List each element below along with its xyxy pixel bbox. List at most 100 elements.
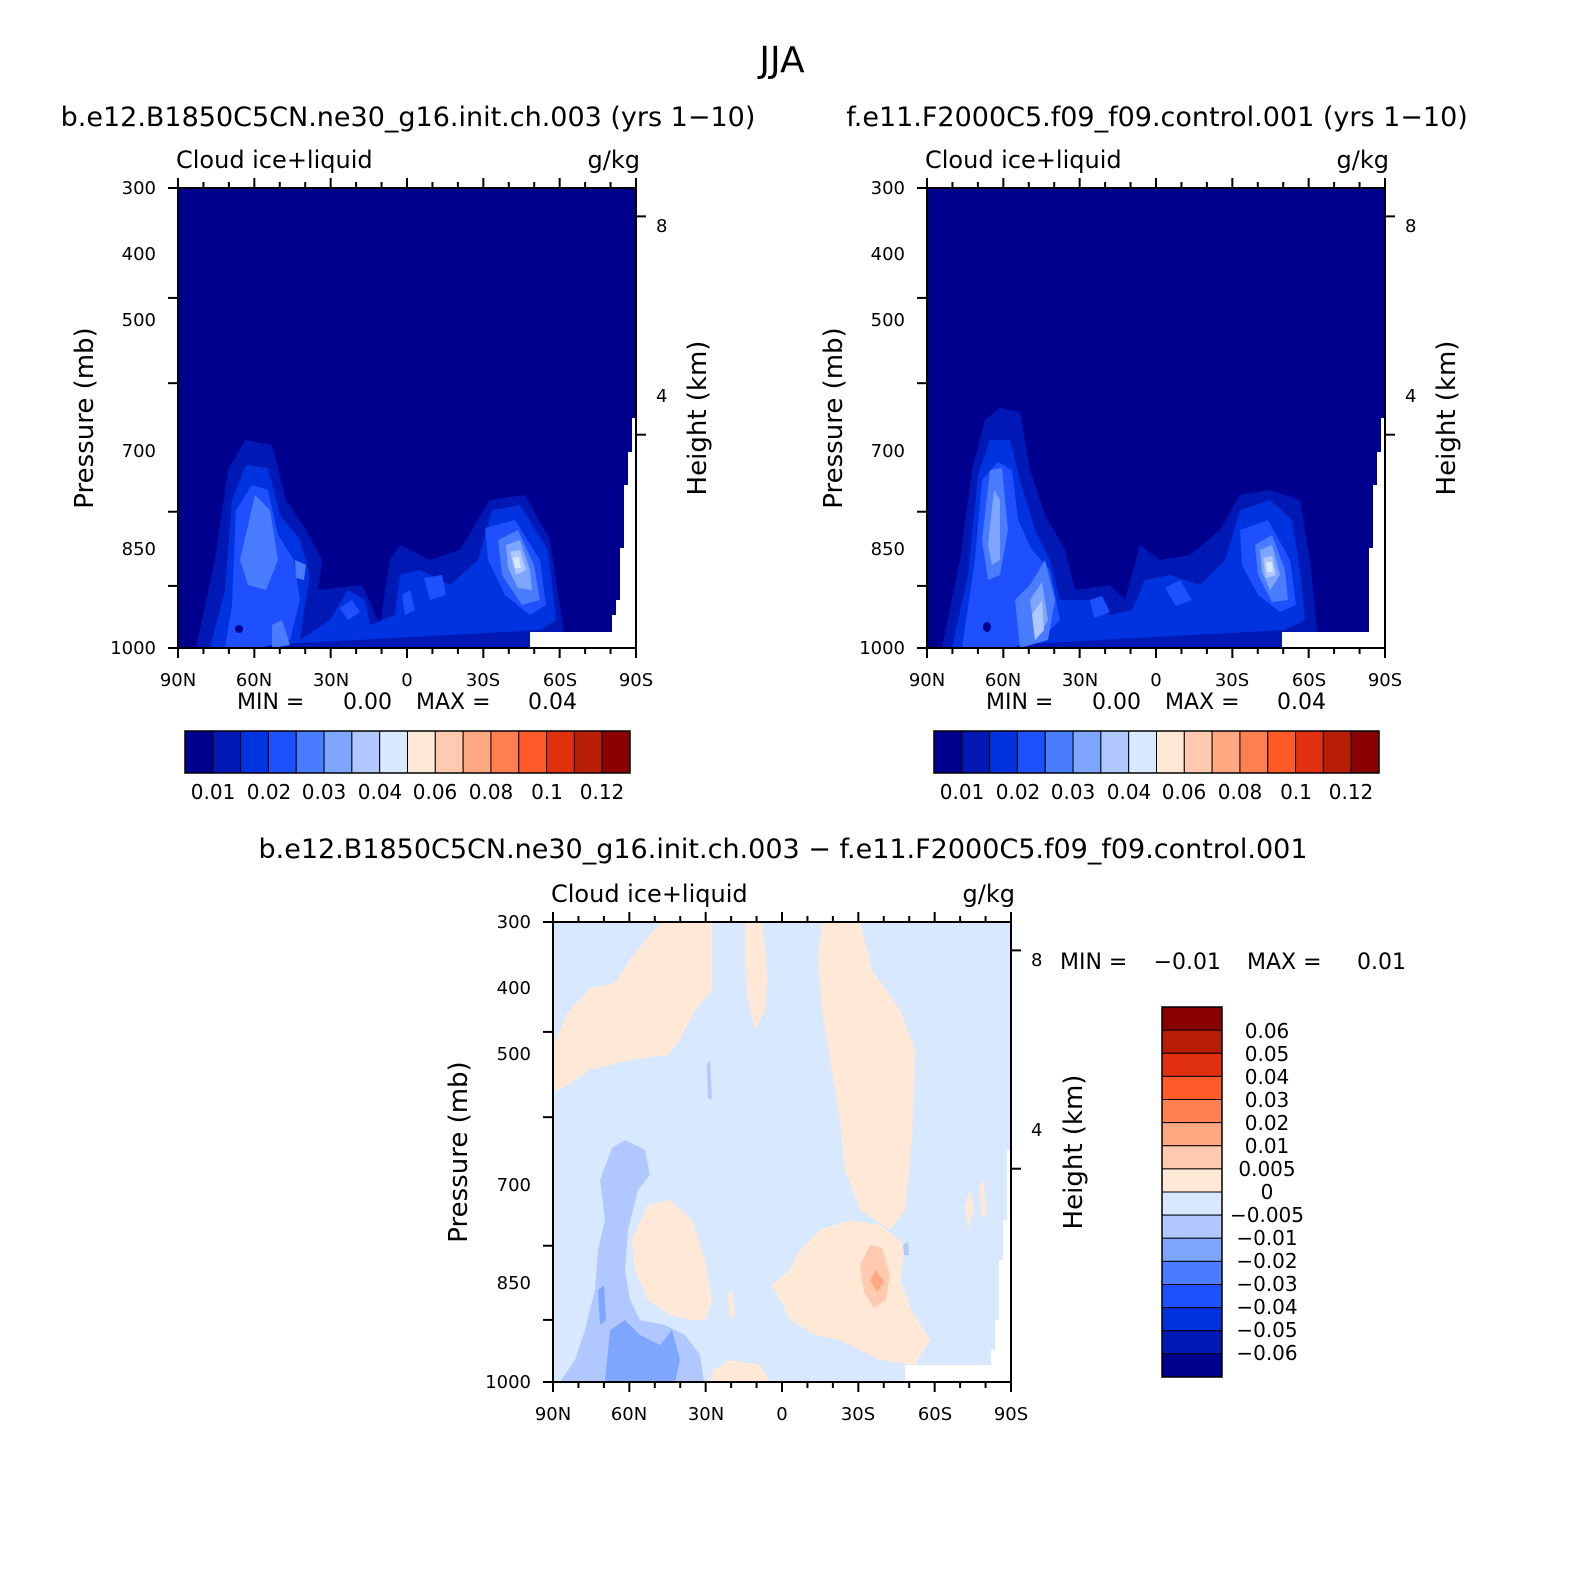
panel-1-colorbar-swatch: [184, 730, 214, 774]
panel-2-x-tick-30s: 30S: [1215, 670, 1249, 691]
panel-1-cbar-label: 0.1: [531, 780, 563, 804]
panel-1-colorbar-swatch: [379, 730, 408, 774]
panel-1-colorbar-swatch: [518, 730, 548, 774]
panel-1-min-value: 0.00: [343, 690, 392, 715]
panel-1-minimum-spot: [235, 625, 243, 633]
panel-3-y-tick-400: 400: [497, 978, 531, 999]
panel-3-y-tick-700: 700: [497, 1175, 531, 1196]
panel-3-missing-data-mask: [905, 1150, 1011, 1382]
panel-1-colorbar-swatch: [434, 730, 464, 774]
panel-1-title: b.e12.B1850C5CN.ne30_g16.init.ch.003 (yr…: [61, 102, 756, 133]
panel-1-colorbar: [184, 730, 631, 774]
panel-3-units: g/kg: [963, 880, 1015, 908]
panel-3-cbar-label: 0.04: [1245, 1065, 1290, 1089]
panel-3-cbar-label: −0.04: [1236, 1295, 1297, 1319]
panel-3-title: b.e12.B1850C5CN.ne30_g16.init.ch.003 − f…: [258, 834, 1307, 865]
panel-2-title: f.e11.F2000C5.f09_f09.control.001 (yrs 1…: [846, 102, 1468, 133]
panel-1-cbar-label: 0.02: [247, 780, 292, 804]
panel-2-missing-data-mask: [1282, 418, 1385, 648]
panel-2-x-tick-0: 0: [1150, 670, 1161, 691]
panel-2-colorbar-swatch: [961, 730, 991, 774]
panel-3-cbar-label: 0.01: [1245, 1134, 1290, 1158]
main-title: JJA: [757, 40, 805, 81]
panel-2-x-tick-60n: 60N: [985, 670, 1021, 691]
panel-2-colorbar-swatch: [1044, 730, 1074, 774]
panel-2-right-tick-4: 4: [1405, 386, 1416, 407]
panel-1-cbar-label: 0.08: [469, 780, 514, 804]
panel-3-colorbar-swatch: [1161, 1330, 1223, 1355]
panel-3-right-tick-8: 8: [1031, 950, 1042, 971]
panel-2-y-tick-400: 400: [871, 244, 905, 265]
panel-1-max-label: MAX =: [416, 690, 491, 715]
panel-1-colorbar-swatch: [407, 730, 436, 774]
panel-1-cbar-label: 0.04: [358, 780, 403, 804]
panel-1-y-axis-label: Pressure (mb): [70, 327, 100, 508]
panel-3-colorbar-swatch: [1161, 1191, 1223, 1216]
panel-3-right-axis-label: Height (km): [1059, 1075, 1089, 1230]
panel-3-ticks: [543, 912, 1021, 1392]
panel-3-cbar-label: −0.05: [1236, 1318, 1297, 1342]
panel-1-ticks: [168, 178, 646, 658]
panel-1-variable-label: Cloud ice+liquid: [176, 146, 373, 174]
panel-2-min-value: 0.00: [1092, 690, 1141, 715]
panel-1-min-label: MIN =: [237, 690, 304, 715]
panel-3-colorbar-swatch: [1161, 1307, 1223, 1332]
panel-1-contour-level-4: [240, 495, 540, 648]
panel-3-cbar-label: −0.01: [1236, 1226, 1297, 1250]
panel-3-positive-region-1: [553, 922, 712, 1092]
panel-1-colorbar-swatch: [267, 730, 297, 774]
panel-2-colorbar-labels: 0.01 0.02 0.03 0.04 0.06 0.08 0.1 0.12: [940, 780, 1374, 804]
panel-2-units: g/kg: [1337, 146, 1389, 174]
panel-3-colorbar-swatch: [1161, 1052, 1223, 1077]
panel-3-cbar-label: 0.05: [1245, 1042, 1290, 1066]
panel-2-right-axis-label: Height (km): [1432, 341, 1462, 496]
panel-3-positive-region-9: [870, 1270, 884, 1292]
panel-2-cbar-label: 0.1: [1280, 780, 1312, 804]
panel-2-colorbar-swatch: [1128, 730, 1157, 774]
panel-2-cbar-label: 0.12: [1329, 780, 1374, 804]
panel-1-x-tick-60s: 60S: [543, 670, 577, 691]
panel-3-x-tick-0: 0: [776, 1404, 787, 1425]
panel-2-cbar-label: 0.08: [1218, 780, 1263, 804]
panel-2: f.e11.F2000C5.f09_f09.control.001 (yrs 1…: [819, 102, 1468, 804]
panel-3-colorbar-swatch: [1161, 1260, 1223, 1285]
panel-2-right-tick-8: 8: [1405, 216, 1416, 237]
panel-3-cbar-label: −0.03: [1236, 1272, 1297, 1296]
panel-2-y-tick-700: 700: [871, 441, 905, 462]
panel-3-colorbar-swatch: [1161, 1075, 1223, 1100]
panel-3-colorbar-swatch: [1161, 1214, 1223, 1239]
panel-3-colorbar-swatch: [1161, 1353, 1223, 1378]
panel-1-colorbar-labels: 0.01 0.02 0.03 0.04 0.06 0.08 0.1 0.12: [191, 780, 625, 804]
panel-1-y-tick-1000: 1000: [110, 638, 156, 659]
panel-3-colorbar-swatch: [1161, 1006, 1223, 1031]
panel-2-colorbar-swatch: [989, 730, 1018, 774]
panel-3-negative-region-1: [560, 1140, 704, 1382]
panel-3-min-label: MIN =: [1060, 950, 1127, 975]
panel-1-y-tick-700: 700: [122, 441, 156, 462]
panel-1-x-tick-0: 0: [401, 670, 412, 691]
panel-2-minimum-spot: [983, 622, 991, 632]
panel-3-x-tick-90s: 90S: [994, 1404, 1028, 1425]
panel-3-y-tick-1000: 1000: [485, 1372, 531, 1393]
panel-1-colorbar-swatch: [351, 730, 381, 774]
panel-1-right-axis-label: Height (km): [683, 341, 713, 496]
panel-3-positive-region-3: [818, 922, 915, 1230]
panel-2-variable-label: Cloud ice+liquid: [925, 146, 1122, 174]
panel-3-cbar-label: 0.02: [1245, 1111, 1290, 1135]
panel-1-cbar-label: 0.12: [580, 780, 625, 804]
panel-3-positive-region-6: [710, 1360, 770, 1382]
panel-2-colorbar-swatch: [1322, 730, 1352, 774]
panel-3-colorbar-swatch: [1161, 1237, 1223, 1262]
panel-2-max-value: 0.04: [1277, 690, 1326, 715]
panel-2-colorbar-frame: [933, 730, 1380, 774]
panel-1-missing-data-mask: [530, 418, 636, 648]
panel-2-colorbar-swatch: [1072, 730, 1102, 774]
panel-3-y-axis-label: Pressure (mb): [444, 1061, 474, 1242]
panel-3-colorbar: [1161, 1006, 1223, 1378]
panel-2-min-label: MIN =: [986, 690, 1053, 715]
panel-1-right-tick-4: 4: [656, 386, 667, 407]
panel-1-colorbar-swatch: [212, 730, 242, 774]
panel-3-colorbar-swatch: [1161, 1284, 1223, 1309]
panel-3-max-value: 0.01: [1357, 950, 1406, 975]
panel-1-y-tick-400: 400: [122, 244, 156, 265]
